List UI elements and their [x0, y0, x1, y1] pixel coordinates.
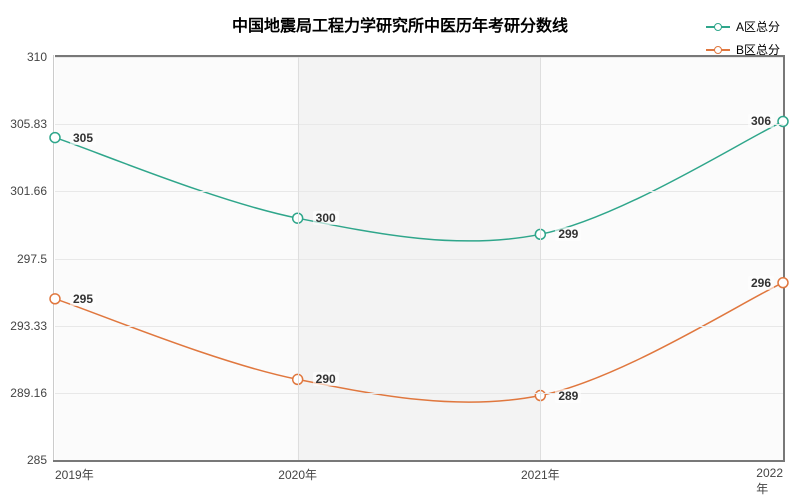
y-axis-label: 289.16: [10, 386, 55, 400]
legend-item-a: A区总分: [706, 18, 780, 35]
data-label: 305: [70, 131, 96, 145]
x-axis-label: 2021年: [521, 460, 560, 483]
data-point: [778, 278, 788, 288]
y-axis-label: 285: [27, 453, 55, 467]
legend-swatch-b: [706, 49, 730, 51]
data-label: 299: [555, 227, 581, 241]
grid-line-h: [55, 393, 783, 394]
data-point: [50, 133, 60, 143]
series-line: [55, 121, 783, 241]
grid-line-h: [55, 326, 783, 327]
y-axis-label: 293.33: [10, 319, 55, 333]
data-label: 300: [313, 211, 339, 225]
data-point: [50, 294, 60, 304]
plot-area: 285289.16293.33297.5301.66305.833102019年…: [55, 55, 785, 460]
y-axis-label: 305.83: [10, 117, 55, 131]
data-label: 290: [313, 372, 339, 386]
y-axis-label: 297.5: [17, 252, 55, 266]
chart-container: 中国地震局工程力学研究所中医历年考研分数线 A区总分 B区总分 285289.1…: [0, 0, 800, 500]
series-line: [55, 283, 783, 403]
grid-line-h: [55, 259, 783, 260]
x-axis-label: 2019年: [55, 460, 94, 483]
grid-line-v: [540, 57, 541, 460]
legend-label-a: A区总分: [736, 18, 780, 35]
y-axis-label: 310: [27, 50, 55, 64]
data-label: 306: [748, 114, 774, 128]
grid-line-h: [55, 57, 783, 58]
data-label: 296: [748, 276, 774, 290]
x-axis-label: 2020年: [278, 460, 317, 483]
legend-swatch-a: [706, 26, 730, 28]
data-label: 295: [70, 292, 96, 306]
grid-line-h: [55, 460, 783, 461]
x-axis-label: 2022年: [756, 460, 783, 497]
grid-line-v: [298, 57, 299, 460]
chart-title: 中国地震局工程力学研究所中医历年考研分数线: [232, 12, 568, 36]
grid-line-h: [55, 191, 783, 192]
data-label: 289: [555, 389, 581, 403]
y-axis-label: 301.66: [10, 184, 55, 198]
grid-line-h: [55, 124, 783, 125]
